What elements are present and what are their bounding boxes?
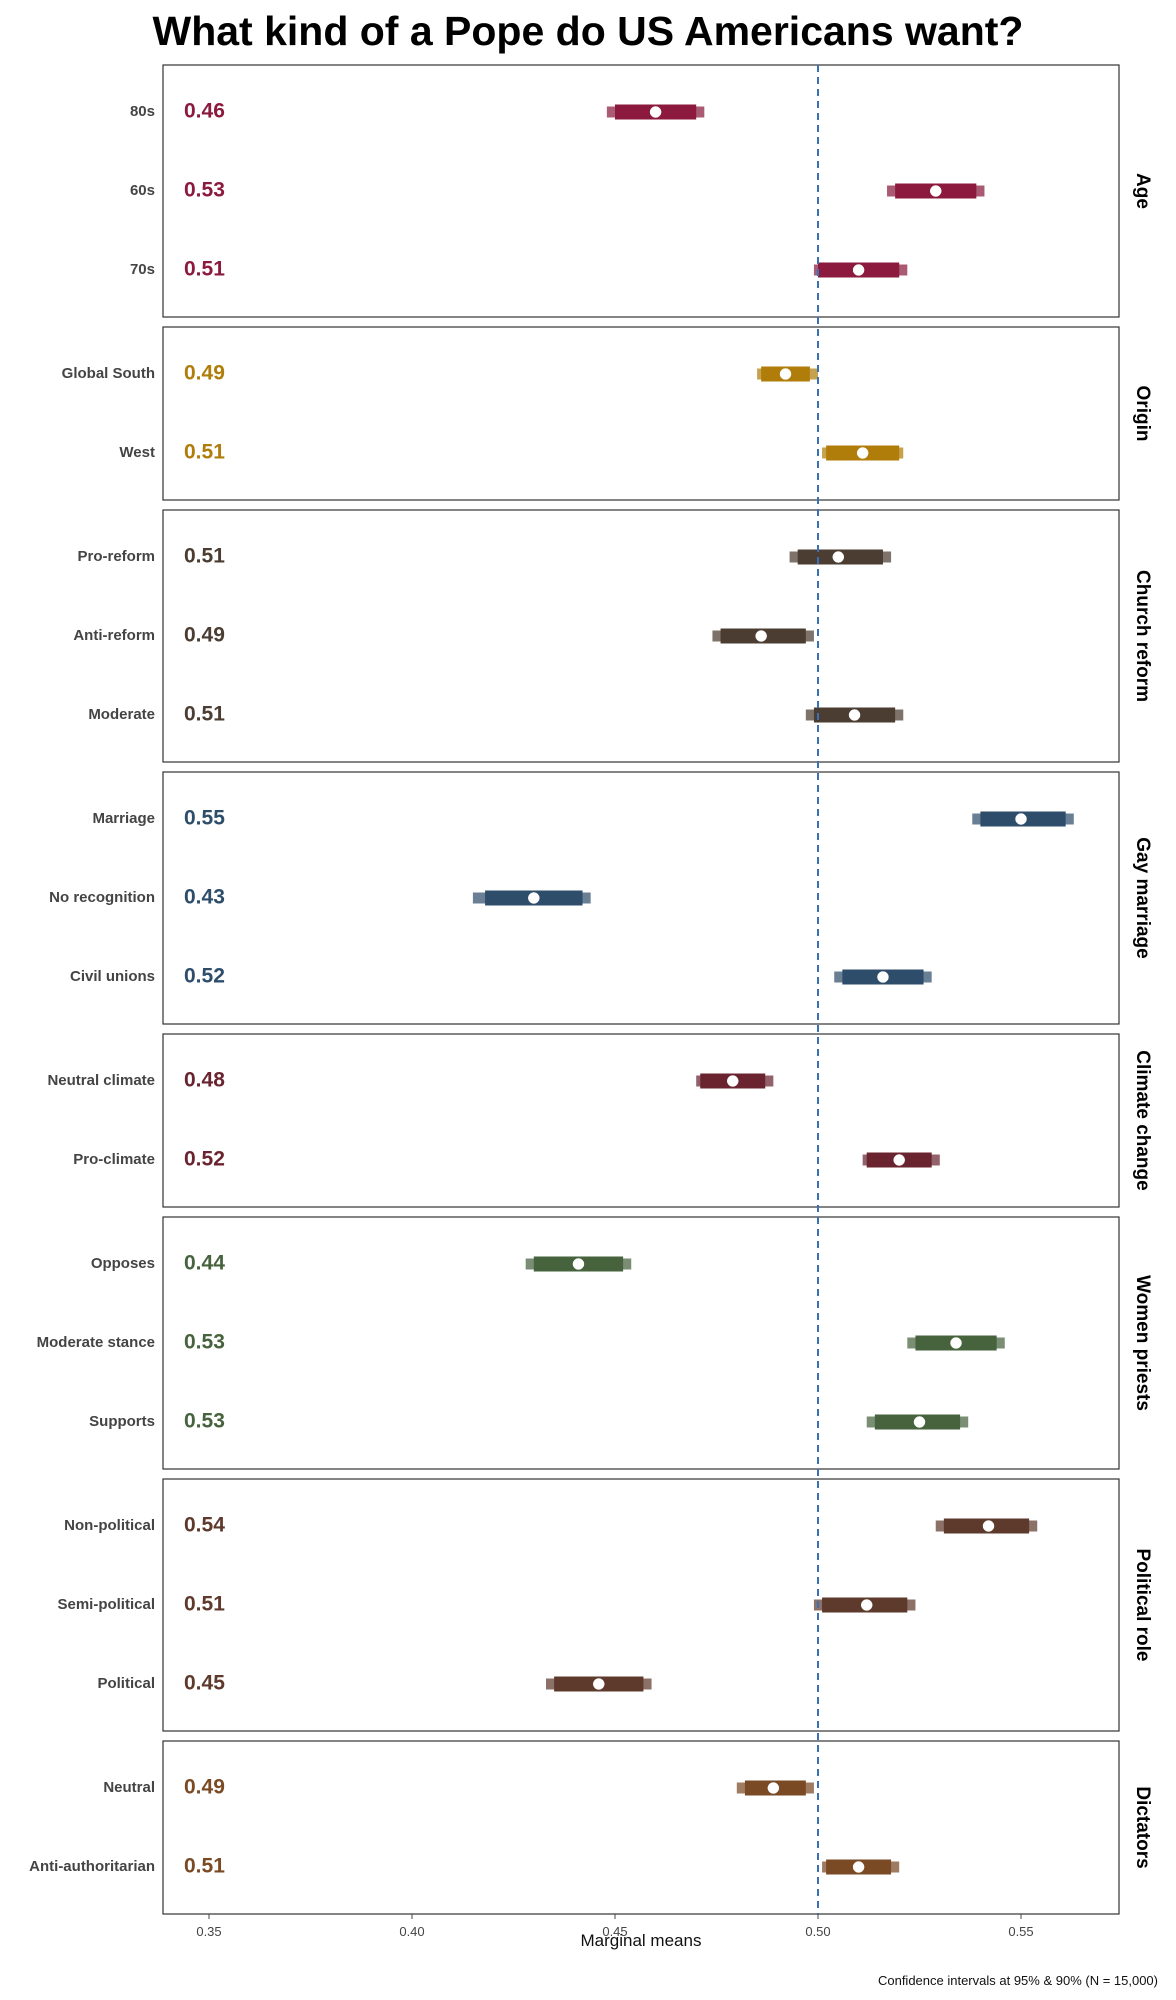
- value-label-global-south: 0.49: [184, 362, 225, 385]
- estimate-point-pro-climate: [893, 1154, 905, 1166]
- estimate-point-moderate: [848, 709, 861, 721]
- row-label-neutral-climate: Neutral climate: [47, 1072, 155, 1089]
- value-label-pro-reform: 0.51: [184, 545, 225, 568]
- estimate-point-political: [593, 1678, 605, 1690]
- value-label-neutral-climate: 0.48: [184, 1069, 225, 1092]
- value-label-no-recognition: 0.43: [184, 886, 225, 909]
- estimate-point-anti-authoritarian: [852, 1861, 865, 1873]
- row-label-70s: 70s: [130, 261, 155, 278]
- panel-political-role: [162, 1478, 1120, 1732]
- row-label-80s: 80s: [130, 103, 155, 120]
- row-label-marriage: Marriage: [92, 810, 155, 827]
- estimate-point-anti-reform: [755, 630, 767, 642]
- value-label-moderate-stance: 0.53: [184, 1331, 225, 1354]
- value-label-pro-climate: 0.52: [184, 1148, 225, 1171]
- row-label-60s: 60s: [130, 182, 155, 199]
- x-tick-label: 0.45: [602, 1924, 627, 1939]
- row-label-global-south: Global South: [62, 365, 155, 382]
- value-label-opposes: 0.44: [184, 1252, 225, 1275]
- value-label-60s: 0.53: [184, 179, 225, 202]
- value-label-political: 0.45: [184, 1672, 225, 1695]
- value-label-non-political: 0.54: [184, 1514, 225, 1537]
- row-label-no-recognition: No recognition: [49, 889, 155, 906]
- panel-strip-label-age: Age: [1132, 173, 1153, 209]
- estimate-point-supports: [913, 1416, 926, 1428]
- panel-church-reform: [162, 509, 1120, 763]
- row-label-neutral: Neutral: [103, 1779, 155, 1796]
- estimate-point-neutral-climate: [726, 1075, 739, 1087]
- row-label-political: Political: [97, 1675, 155, 1692]
- row-label-anti-authoritarian: Anti-authoritarian: [29, 1858, 155, 1875]
- panel-climate-change: [162, 1033, 1120, 1208]
- value-label-supports: 0.53: [184, 1410, 225, 1433]
- estimate-point-semi-political: [860, 1599, 873, 1611]
- row-label-pro-climate: Pro-climate: [73, 1151, 155, 1168]
- panel-strip-label-climate-change: Climate change: [1132, 1050, 1153, 1190]
- value-label-anti-authoritarian: 0.51: [184, 1855, 225, 1878]
- estimate-point-80s: [649, 106, 662, 118]
- panel-strip-label-gay-marriage: Gay marriage: [1132, 837, 1153, 958]
- value-label-semi-political: 0.51: [184, 1593, 225, 1616]
- row-label-anti-reform: Anti-reform: [73, 627, 155, 644]
- panel-dictators: [162, 1740, 1120, 1915]
- estimate-point-civil-unions: [877, 971, 889, 983]
- panel-origin: [162, 326, 1120, 501]
- x-axis-label: Marginal means: [580, 1931, 702, 1950]
- value-label-neutral: 0.49: [184, 1776, 225, 1799]
- x-tick-label: 0.35: [196, 1924, 221, 1939]
- panel-strip-label-political-role: Political role: [1132, 1549, 1153, 1662]
- panel-gay-marriage: [162, 771, 1120, 1025]
- row-label-non-political: Non-political: [64, 1517, 155, 1534]
- estimate-point-global-south: [779, 368, 792, 380]
- panel-strip-label-church-reform: Church reform: [1132, 570, 1153, 702]
- value-label-70s: 0.51: [184, 258, 225, 281]
- row-label-civil-unions: Civil unions: [70, 968, 155, 985]
- row-label-moderate-stance: Moderate stance: [37, 1334, 155, 1351]
- panel-strip-label-origin: Origin: [1132, 386, 1153, 442]
- estimate-point-neutral: [767, 1782, 780, 1794]
- estimate-point-moderate-stance: [950, 1337, 962, 1349]
- estimate-point-pro-reform: [832, 551, 845, 563]
- row-label-supports: Supports: [89, 1413, 155, 1430]
- estimate-point-60s: [929, 185, 942, 197]
- row-label-pro-reform: Pro-reform: [77, 548, 155, 565]
- estimate-point-no-recognition: [528, 892, 540, 904]
- panel-strip-label-dictators: Dictators: [1132, 1786, 1153, 1868]
- x-tick-label: 0.55: [1008, 1924, 1033, 1939]
- estimate-point-70s: [852, 264, 865, 276]
- value-label-anti-reform: 0.49: [184, 624, 225, 647]
- value-label-marriage: 0.55: [184, 807, 225, 830]
- caption-note: Confidence intervals at 95% & 90% (N = 1…: [877, 1973, 1158, 1988]
- estimate-point-opposes: [572, 1258, 585, 1270]
- chart-title: What kind of a Pope do US Americans want…: [152, 8, 1024, 54]
- estimate-point-non-political: [982, 1520, 995, 1532]
- panel-strip-label-women-priests: Women priests: [1132, 1275, 1153, 1411]
- row-label-semi-political: Semi-political: [57, 1596, 155, 1613]
- row-label-opposes: Opposes: [91, 1255, 155, 1272]
- value-label-civil-unions: 0.52: [184, 965, 225, 988]
- x-tick-label: 0.40: [399, 1924, 424, 1939]
- value-label-80s: 0.46: [184, 100, 225, 123]
- value-label-moderate: 0.51: [184, 703, 225, 726]
- x-tick-label: 0.50: [805, 1924, 830, 1939]
- estimate-point-marriage: [1015, 813, 1027, 825]
- value-label-west: 0.51: [184, 441, 225, 464]
- row-label-west: West: [119, 444, 155, 461]
- estimate-point-west: [856, 447, 869, 459]
- row-label-moderate: Moderate: [88, 706, 155, 723]
